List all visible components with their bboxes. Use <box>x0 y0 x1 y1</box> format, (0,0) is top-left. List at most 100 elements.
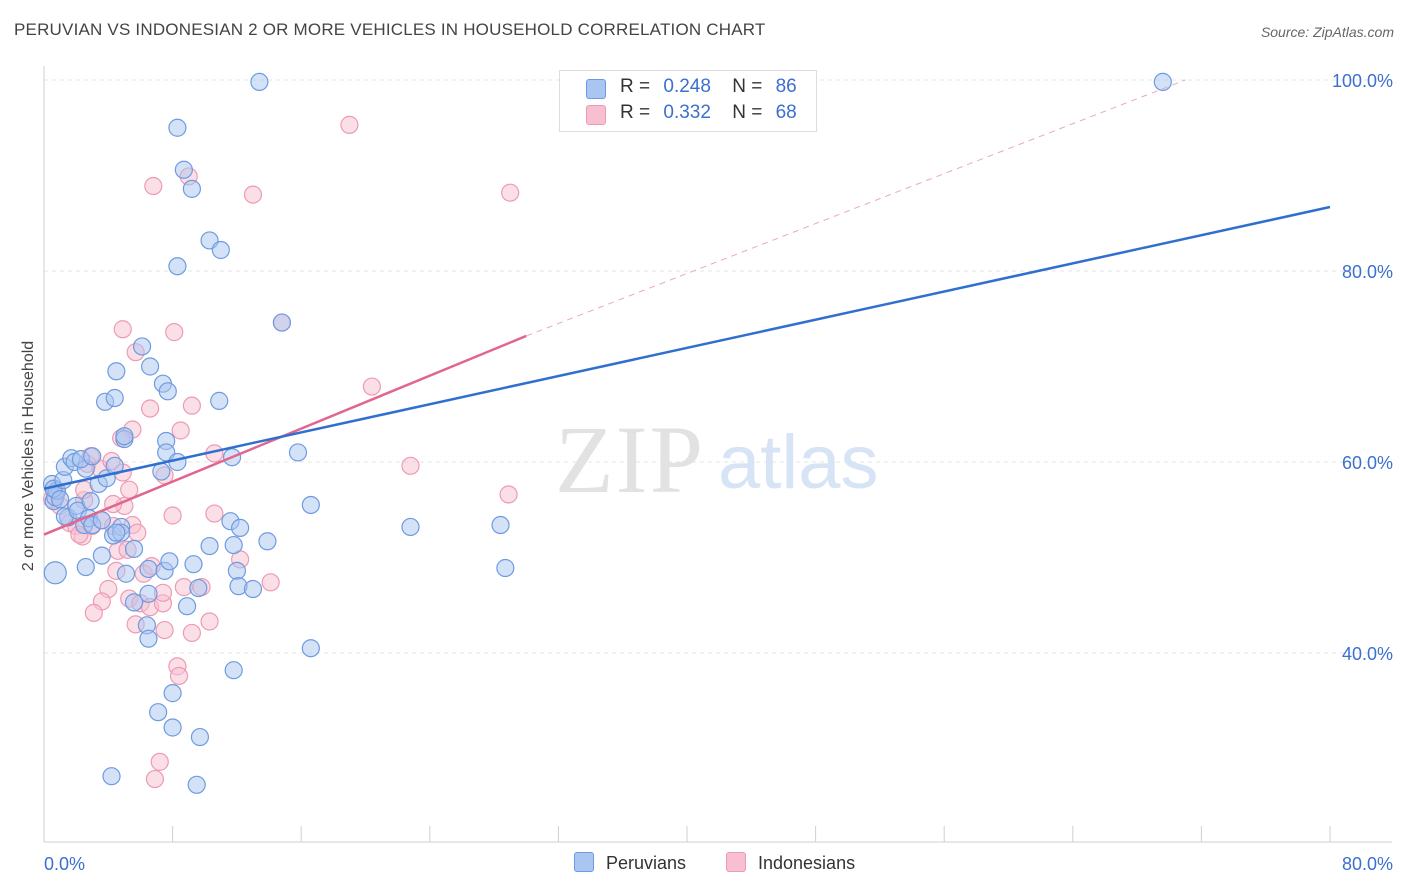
peruvians-trend-line <box>43 205 1331 490</box>
peruvians-point <box>115 427 134 446</box>
peruvians-point <box>102 767 121 786</box>
indonesians-point <box>163 506 182 525</box>
indonesians-point <box>140 399 160 418</box>
indonesians-point <box>362 377 382 396</box>
indonesians-legend-swatch <box>726 852 746 872</box>
peruvians-point <box>107 523 126 542</box>
peruvians-point <box>190 727 210 747</box>
peruvians-point <box>124 593 144 612</box>
indonesians-point <box>144 176 163 196</box>
peruvians-point <box>163 684 182 703</box>
indonesians-r-value: 0.332 <box>663 102 711 123</box>
peruvians-point <box>107 362 126 381</box>
peruvians-point <box>81 492 100 511</box>
peruvians-point <box>174 160 193 179</box>
legend-n-label: N = <box>732 102 763 123</box>
legend-n-label: N = <box>732 76 763 97</box>
peruvians-point <box>200 536 219 556</box>
axes <box>43 66 1392 843</box>
peruvians-point <box>116 564 136 583</box>
peruvians-point <box>491 515 510 535</box>
peruvians-point <box>140 357 160 376</box>
source-label: Source: ZipAtlas.com <box>1260 24 1394 40</box>
peruvians-point <box>189 578 208 598</box>
peruvians-point <box>105 388 124 408</box>
watermark-zip: ZIP <box>555 406 705 513</box>
peruvians-legend-label: Peruvians <box>606 853 687 873</box>
peruvians-n-value: 86 <box>775 76 797 97</box>
y-tick-label: 60.0% <box>1342 453 1393 473</box>
indonesians-point <box>182 623 201 643</box>
peruvians-point <box>160 552 179 571</box>
indonesians-points <box>42 115 520 789</box>
gridlines <box>44 79 1392 654</box>
peruvians-point <box>243 579 263 599</box>
peruvians-point <box>132 337 152 356</box>
peruvians-point <box>496 558 515 578</box>
peruvians-point <box>227 561 246 580</box>
peruvians-swatch <box>586 79 606 99</box>
indonesians-point <box>182 396 201 415</box>
indonesians-trend-extension <box>526 79 1186 337</box>
peruvians-point <box>187 775 206 794</box>
peruvians-point <box>177 597 197 616</box>
tick-labels: 40.0% 60.0% 80.0% 100.0% 0.0% 80.0% <box>44 71 1393 874</box>
peruvians-point <box>250 72 269 92</box>
indonesians-point <box>340 115 359 134</box>
peruvians-points <box>42 72 1172 794</box>
indonesians-point <box>113 320 132 339</box>
peruvians-point <box>76 557 95 577</box>
indonesians-point <box>155 620 174 640</box>
watermark: ZIP atlas <box>555 406 879 513</box>
peruvians-point <box>163 718 182 737</box>
x-tick-label: 80.0% <box>1342 854 1393 874</box>
peruvians-point <box>224 661 243 680</box>
indonesians-point <box>261 573 280 592</box>
indonesians-point <box>499 485 518 504</box>
legend-r-label: R = <box>620 102 651 123</box>
y-axis-label: 2 or more Vehicles in Household <box>20 340 37 572</box>
peruvians-point <box>168 257 187 276</box>
peruvians-point <box>272 313 292 332</box>
peruvians-point <box>224 535 243 555</box>
peruvians-point <box>210 391 229 410</box>
indonesians-point <box>169 666 189 686</box>
peruvians-point <box>168 118 187 137</box>
bottom-legend-peruvians: Peruvians <box>574 852 686 874</box>
indonesians-point <box>120 480 139 499</box>
peruvians-point <box>43 561 67 585</box>
peruvians-legend-swatch <box>574 852 594 872</box>
watermark-atlas: atlas <box>718 420 879 505</box>
peruvians-point <box>1153 72 1172 92</box>
indonesians-point <box>243 185 263 204</box>
correlation-legend: R = 0.248 N = 86 R = 0.332 N = 68 <box>559 70 817 132</box>
indonesians-point <box>205 504 224 523</box>
x-tick-label: 0.0% <box>44 854 85 874</box>
y-tick-label: 80.0% <box>1342 262 1393 282</box>
peruvians-point <box>258 532 277 551</box>
peruvians-point <box>149 703 168 722</box>
peruvians-r-value: 0.248 <box>663 76 711 97</box>
indonesians-point <box>84 603 103 622</box>
peruvians-point <box>211 240 230 260</box>
peruvians-point <box>139 584 158 603</box>
peruvians-point <box>139 559 158 579</box>
y-tick-label: 100.0% <box>1332 71 1393 91</box>
indonesians-point <box>165 323 184 342</box>
peruvians-point <box>231 518 250 537</box>
peruvians-point <box>83 447 102 466</box>
peruvians-point <box>182 179 201 198</box>
peruvians-point <box>50 490 70 509</box>
indonesians-point <box>200 612 219 631</box>
indonesians-point <box>401 456 420 475</box>
indonesians-point <box>501 183 520 202</box>
peruvians-point <box>301 495 320 515</box>
indonesians-point <box>171 421 190 440</box>
chart-title: PERUVIAN VS INDONESIAN 2 OR MORE VEHICLE… <box>14 20 766 39</box>
indonesians-swatch <box>586 105 606 125</box>
indonesians-point <box>145 769 165 789</box>
bottom-legend-indonesians: Indonesians <box>726 852 855 874</box>
legend-r-label: R = <box>620 76 651 97</box>
y-tick-label: 40.0% <box>1342 644 1393 664</box>
